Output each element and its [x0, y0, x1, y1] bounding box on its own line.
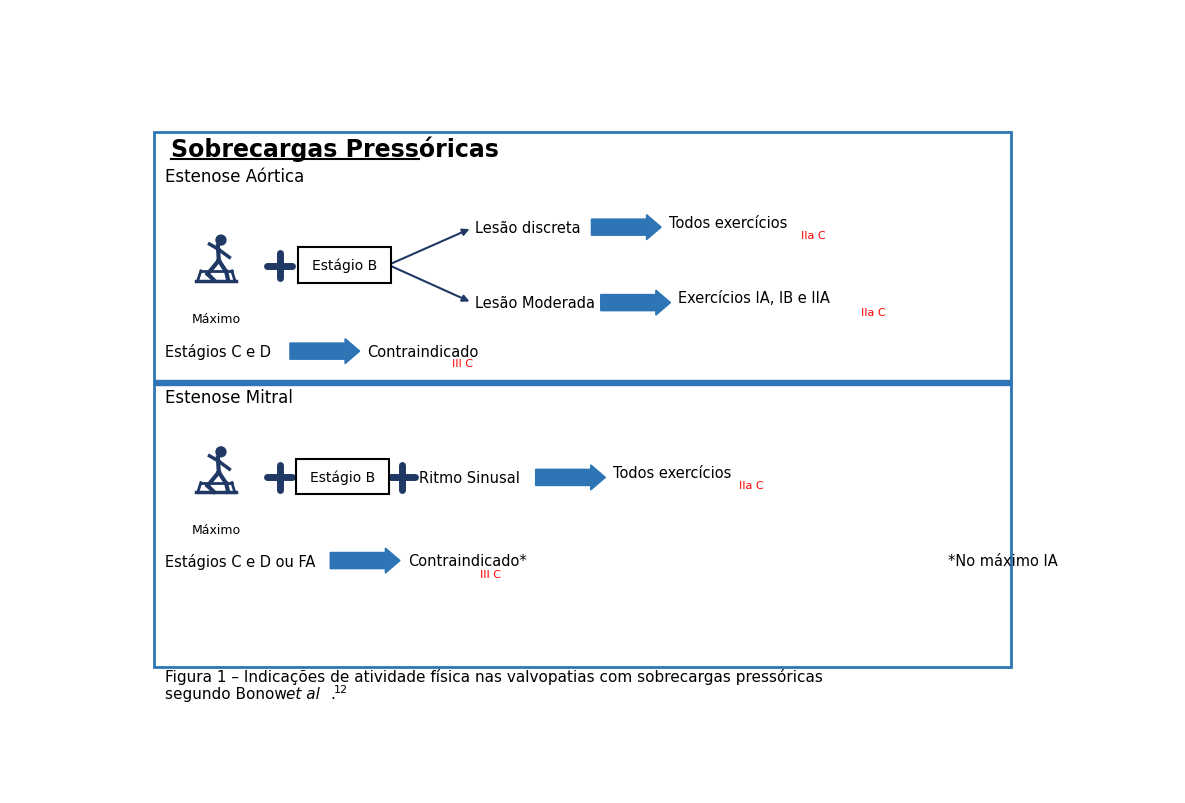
FancyBboxPatch shape [299, 248, 391, 283]
Text: III C: III C [480, 569, 501, 579]
Text: Estágio B: Estágio B [310, 470, 376, 484]
Text: Estenose Aórtica: Estenose Aórtica [165, 167, 305, 185]
FancyBboxPatch shape [154, 132, 1011, 667]
Text: 12: 12 [334, 684, 348, 695]
Text: Contraindicado: Contraindicado [367, 344, 479, 359]
Text: Contraindicado*: Contraindicado* [408, 553, 526, 569]
Text: Ritmo Sinusal: Ritmo Sinusal [419, 471, 520, 485]
Text: Máximo: Máximo [192, 524, 241, 536]
Text: Lesão Moderada: Lesão Moderada [475, 296, 595, 311]
Text: Estágios C e D ou FA: Estágios C e D ou FA [165, 553, 315, 569]
Text: IIa C: IIa C [801, 230, 825, 241]
Text: Exercícios IA, IB e IIA: Exercícios IA, IB e IIA [678, 291, 831, 306]
Text: Estágios C e D: Estágios C e D [165, 344, 271, 360]
Text: III C: III C [451, 359, 473, 369]
FancyArrow shape [601, 291, 671, 316]
Text: *No máximo IA: *No máximo IA [948, 553, 1058, 569]
Text: segundo Bonow: segundo Bonow [165, 687, 292, 701]
Text: IIa C: IIa C [738, 480, 763, 491]
Text: IIa C: IIa C [861, 308, 885, 317]
Text: et al: et al [286, 687, 320, 701]
Text: Figura 1 – Indicações de atividade física nas valvopatias com sobrecargas pressó: Figura 1 – Indicações de atividade físic… [165, 668, 824, 684]
Text: Estenose Mitral: Estenose Mitral [165, 389, 293, 407]
FancyBboxPatch shape [296, 459, 389, 495]
Text: .: . [331, 687, 335, 701]
Text: Lesão discreta: Lesão discreta [475, 220, 581, 235]
Text: Todos exercícios: Todos exercícios [668, 216, 787, 230]
FancyArrow shape [290, 339, 360, 365]
Text: Estágio B: Estágio B [313, 259, 378, 273]
FancyArrow shape [536, 465, 606, 491]
Circle shape [216, 236, 226, 246]
Circle shape [216, 447, 226, 457]
Bar [154, 380, 1011, 385]
Text: Todos exercícios: Todos exercícios [613, 466, 731, 481]
FancyArrow shape [331, 548, 401, 573]
Text: Máximo: Máximo [192, 312, 241, 325]
Text: Sobrecargas Pressóricas: Sobrecargas Pressóricas [172, 137, 499, 162]
FancyArrow shape [591, 215, 661, 240]
